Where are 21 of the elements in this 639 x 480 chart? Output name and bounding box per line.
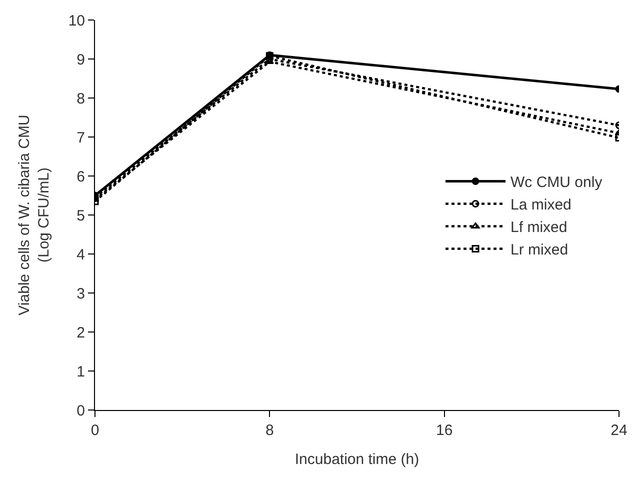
x-tick-label: 16 (436, 422, 453, 439)
y-tick-label: 10 (68, 12, 85, 30)
y-axis-title: Viable cells of W. cibaria CMU (Log CFU/mL) (16, 114, 53, 316)
y-tick-label: 3 (76, 285, 85, 302)
y-tick-label: 2 (76, 324, 85, 342)
y-tick-label: 8 (76, 90, 85, 108)
x-tick-label: 8 (266, 422, 274, 439)
y-tick-label: 5 (76, 207, 85, 224)
y-tick-label: 0 (76, 402, 85, 420)
y-tick-label: 9 (76, 51, 85, 68)
x-axis-title: Incubation time (h) (294, 451, 420, 468)
y-tick-label: 6 (76, 168, 85, 186)
legend-label: Wc CMU only (510, 174, 603, 192)
y-tick-label: 7 (76, 129, 85, 146)
y-tick-label: 1 (76, 363, 85, 380)
legend-label: La mixed (510, 196, 572, 214)
legend-label: Lr mixed (510, 242, 568, 259)
y-tick-label: 4 (76, 246, 85, 264)
legend-label: Lf mixed (510, 219, 568, 236)
x-tick-label: 24 (610, 422, 628, 439)
x-tick-label: 0 (90, 422, 100, 439)
